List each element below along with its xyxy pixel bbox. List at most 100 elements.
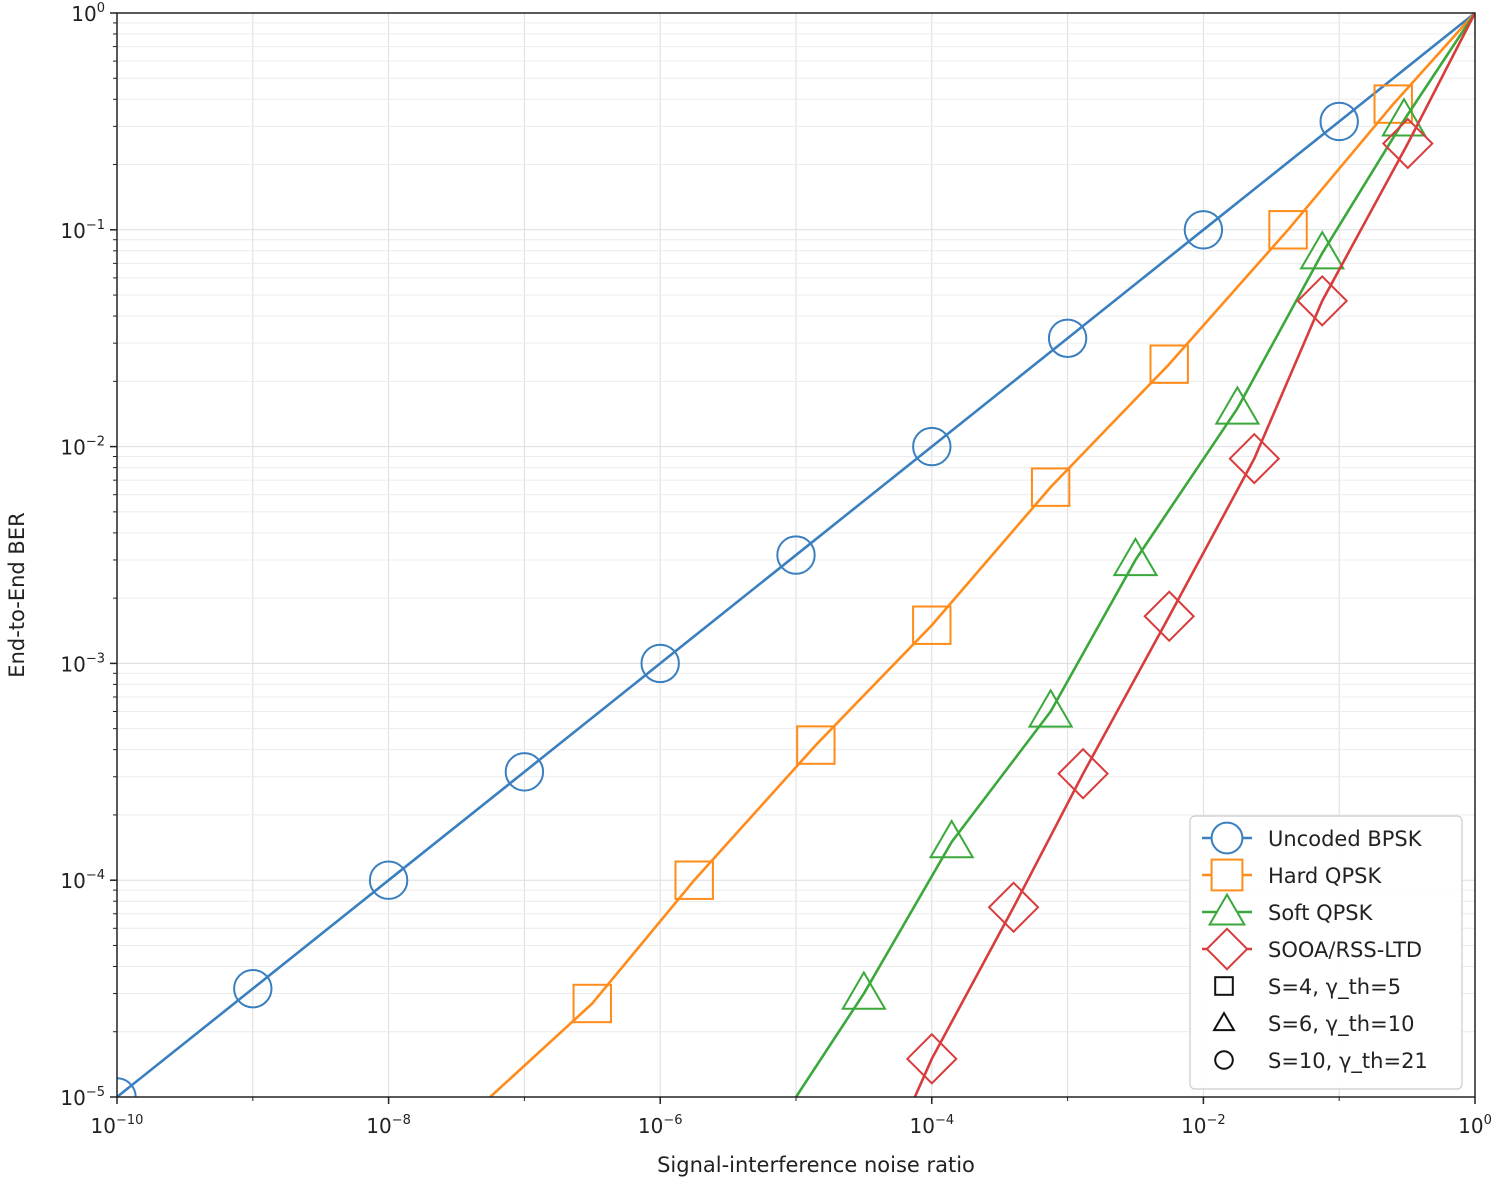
data-point [368,860,409,900]
data-point [1373,84,1413,124]
legend-marker [1214,1050,1234,1070]
data-point [912,605,952,645]
data-point [1143,590,1196,643]
data-point [1047,318,1088,358]
tick-exponent: 0 [97,1,105,16]
data-point [1299,230,1346,270]
legend-label: S=6, γ_th=10 [1268,1012,1414,1037]
series-line [794,13,1475,1097]
data-point [1149,344,1189,384]
tick-exponent: −2 [86,435,105,450]
data-point [572,983,612,1024]
data-point [1183,210,1224,250]
legend-marker [1212,1011,1236,1032]
data-point [796,725,836,765]
tick-exponent: −1 [86,218,105,233]
tick-base: 10 [60,652,85,676]
series-line [913,13,1475,1097]
legend-marker [1210,858,1244,892]
tick-base: 10 [60,436,85,460]
data-point [905,1032,958,1085]
x-tick-label: 10−10 [91,1113,144,1138]
legend-label: S=4, γ_th=5 [1268,975,1401,1000]
tick-exponent: −8 [392,1113,411,1128]
data-point [1381,97,1427,137]
legend-marker [1214,976,1234,996]
tick-exponent: −5 [86,1085,105,1100]
tick-base: 10 [1181,1114,1206,1138]
x-tick-label: 100 [1458,1113,1492,1138]
data-point [841,970,887,1010]
tick-exponent: 0 [1484,1113,1492,1128]
tick-exponent: −4 [86,868,105,883]
tick-exponent: −10 [116,1113,143,1128]
series-layer [117,13,1475,1097]
y-tick-label: 10−5 [60,1085,105,1110]
y-tick-label: 10−1 [60,218,105,243]
tick-base: 10 [638,1114,663,1138]
legend-entry: S=4, γ_th=5 [1214,975,1401,1000]
series-line [117,13,1475,1097]
tick-base: 10 [366,1114,391,1138]
y-tick-label: 10−3 [60,651,105,676]
legend-label: Soft QPSK [1268,901,1374,925]
x-axis-label: Signal-interference noise ratio [657,1153,975,1177]
y-tick-label: 10−2 [60,435,105,460]
tick-exponent: −6 [663,1113,682,1128]
legend-marker [1210,821,1244,855]
tick-base: 10 [60,869,85,893]
tick-base: 10 [909,1114,934,1138]
y-tick-label: 10−4 [60,868,105,893]
legend-entry: S=10, γ_th=21 [1214,1049,1428,1074]
data-point [233,968,273,1009]
data-point [504,752,545,792]
data-point [640,643,680,684]
legend-box [1189,815,1463,1090]
x-tick-label: 10−6 [638,1113,683,1138]
legend-entry: SOOA/RSS-LTD [1202,927,1422,971]
x-tick-label: 10−8 [366,1113,411,1138]
tick-exponent: −3 [86,651,105,666]
legend-label: Hard QPSK [1268,864,1382,888]
tick-base: 10 [60,219,85,243]
tick-base: 10 [60,1086,85,1110]
data-point [1214,385,1261,425]
legend-entry: Soft QPSK [1202,892,1374,926]
data-point [674,860,714,900]
legend-entry: Uncoded BPSK [1202,821,1423,855]
legend-entry: Hard QPSK [1202,858,1382,892]
tick-exponent: −4 [935,1113,954,1128]
legend: Uncoded BPSK Hard QPSK Soft QPSK SOOA/RSS-L… [1189,815,1463,1090]
data-point [987,881,1040,934]
data-point [1112,536,1159,577]
tick-base: 10 [91,1114,116,1138]
y-axis-label: End-to-End BER [5,512,29,677]
series-line [489,13,1475,1097]
legend-marker [1205,927,1249,971]
data-point [912,426,952,467]
data-point [1319,101,1359,142]
data-point [928,818,975,859]
data-point [1268,210,1308,250]
tick-base: 10 [1458,1114,1483,1138]
x-tick-label: 10−4 [909,1113,954,1138]
x-axis-ticks: 10−10 10−8 10−6 10−4 10−2 100 [91,1097,1492,1138]
data-point [1027,688,1074,728]
data-point [1296,274,1349,327]
legend-marker [1207,892,1247,926]
data-point [776,535,816,575]
legend-label: SOOA/RSS-LTD [1268,938,1422,962]
data-point [1228,432,1281,485]
tick-base: 10 [71,2,96,26]
data-point [1030,467,1071,507]
series-sooa-rss-ltd [905,13,1475,1097]
legend-entry: S=6, γ_th=10 [1212,1011,1414,1037]
data-point [1057,747,1109,800]
series-hard-qpsk [489,13,1475,1097]
x-tick-label: 10−2 [1181,1113,1226,1138]
y-tick-label: 100 [71,1,105,26]
series-soft-qpsk [794,13,1475,1097]
legend-label: S=10, γ_th=21 [1268,1049,1428,1074]
